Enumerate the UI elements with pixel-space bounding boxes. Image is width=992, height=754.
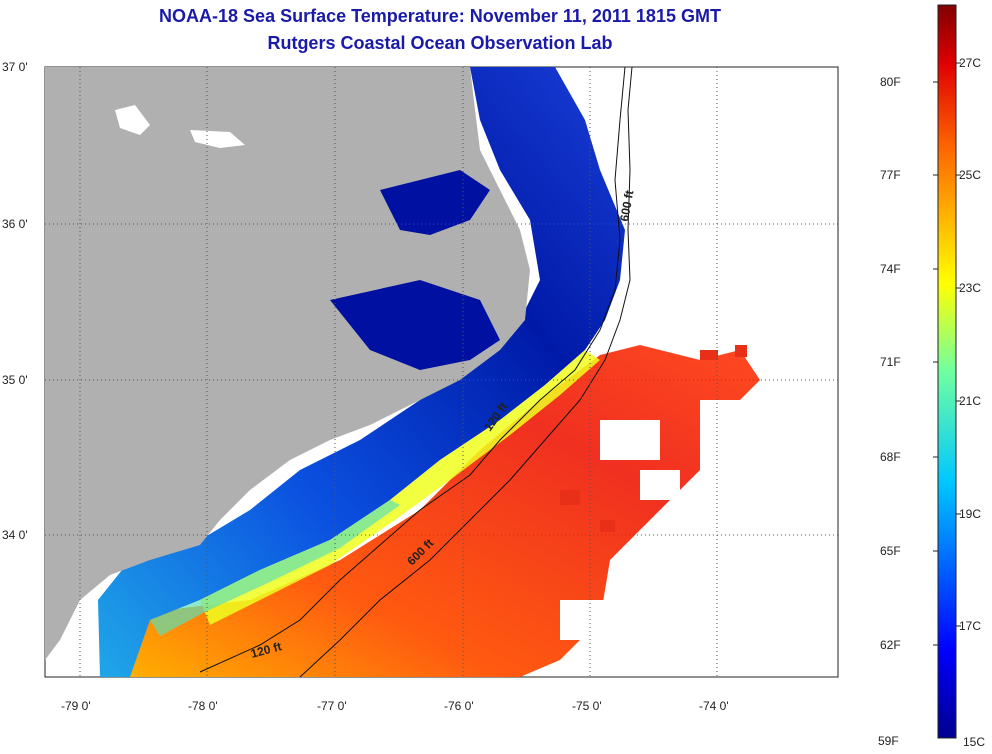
colorbar-label-f: 59F [878,734,899,748]
lon-label: -77 0' [317,699,347,713]
graticule [45,67,838,677]
lon-label: -75 0' [572,699,602,713]
colorbar-label-f: 71F [880,355,901,369]
colorbar-label-f: 74F [880,262,901,276]
lon-label: -76 0' [444,699,474,713]
colorbar-label-c: 21C [959,394,981,408]
cool-water-region [98,67,625,677]
lon-label: -79 0' [61,699,91,713]
colorbar-label-f: 65F [880,544,901,558]
colorbar-label-c: 15C [963,735,985,749]
colorbar-label-f: 68F [880,450,901,464]
colorbar-label-c: 25C [959,168,981,182]
contour-600ft [299,67,633,677]
colorbar-label-c: 23C [959,281,981,295]
colorbar-label-c: 27C [959,56,981,70]
lat-label: 36 0' [2,217,28,231]
lon-label: -74 0' [699,699,729,713]
lat-label: 34 0' [2,528,28,542]
colorbar-label-c: 17C [959,619,981,633]
colorbar-label-c: 19C [959,507,981,521]
contour-label-600ft-north: 600 ft [617,189,636,222]
colorbar-label-f: 62F [880,638,901,652]
colorbar-label-f: 77F [880,168,901,182]
colorbar [937,4,957,739]
map-title: NOAA-18 Sea Surface Temperature: Novembe… [159,6,721,26]
lat-label: 35 0' [2,373,28,387]
lon-label: -78 0' [188,699,218,713]
colorbar-label-f: 80F [880,75,901,89]
map-subtitle: Rutgers Coastal Ocean Observation Lab [267,33,613,53]
lat-label: 37 0' [2,60,28,74]
contour-120ft [199,67,626,673]
